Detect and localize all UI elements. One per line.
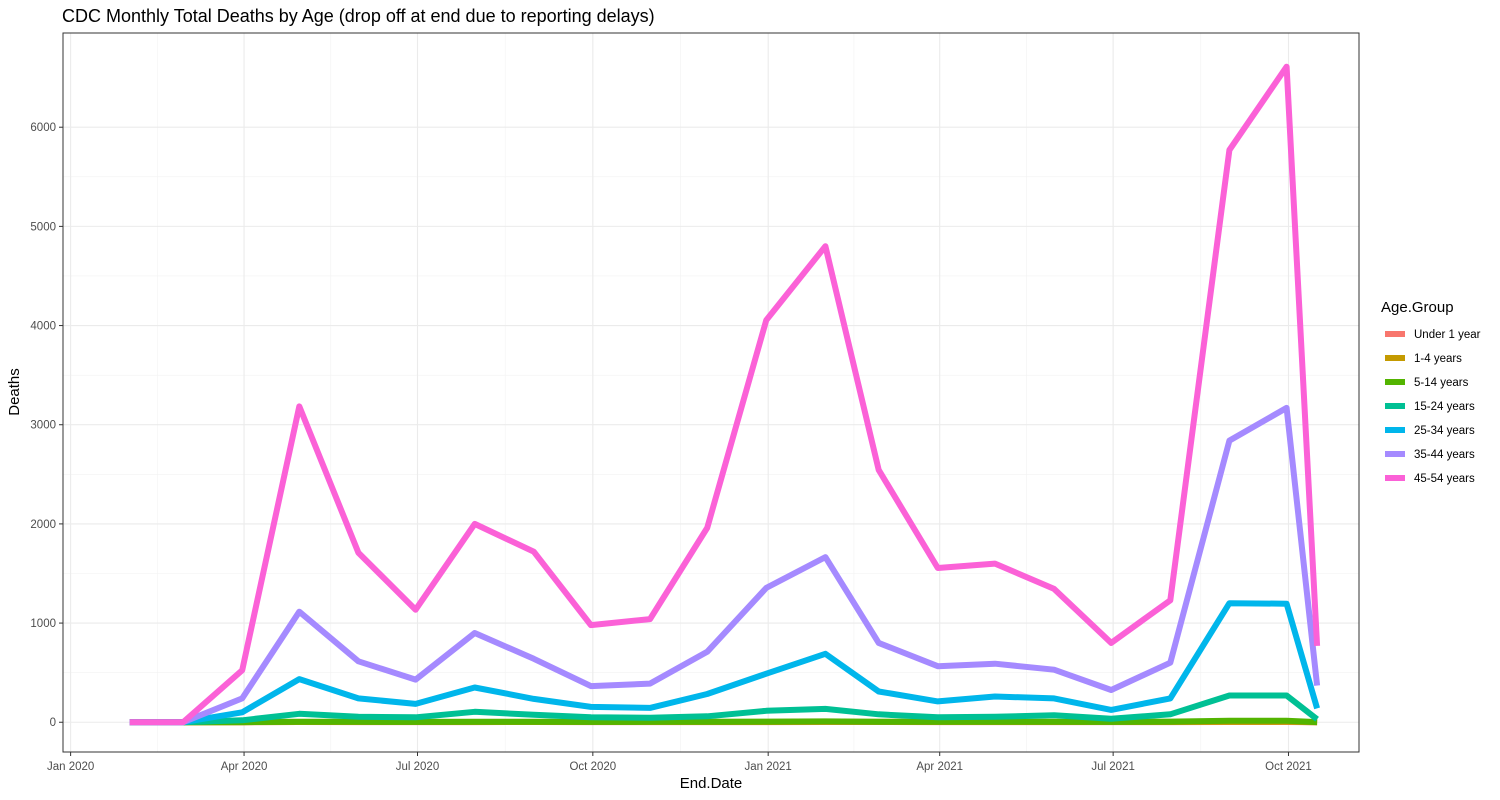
x-tick-label: Jul 2020 (396, 761, 439, 773)
plot-panel (62, 32, 1360, 753)
x-axis: Jan 2020 Apr 2020 Jul 2020 Oct 2020 Jan 2021… (47, 752, 1312, 773)
x-tick-label: Jul 2021 (1091, 761, 1134, 773)
y-tick-label: 3000 (30, 420, 56, 432)
legend-label-35-44-years: 35-44 years (1414, 449, 1475, 461)
grid (63, 33, 1359, 752)
legend-label-25-34-years: 25-34 years (1414, 425, 1475, 437)
legend-items: Under 1 year 1-4 years 5-14 years 15-24 yea… (1385, 329, 1481, 485)
x-axis-title: End.Date (680, 775, 743, 792)
series-line-25-34-years (129, 600, 1320, 726)
y-tick-label: 2000 (30, 519, 56, 531)
series-line-45-54-years (129, 63, 1321, 726)
y-tick-label: 5000 (30, 221, 56, 233)
x-tick-label: Apr 2021 (916, 761, 963, 773)
series-lines (129, 63, 1321, 726)
legend-label-under-1-year: Under 1 year (1414, 329, 1481, 341)
y-tick-label: 1000 (30, 618, 56, 630)
legend-label-45-54-years: 45-54 years (1414, 473, 1475, 485)
x-tick-label: Jan 2021 (745, 761, 792, 773)
chart-title: CDC Monthly Total Deaths by Age (drop of… (62, 6, 655, 26)
x-tick-label: Jan 2020 (47, 761, 94, 773)
legend-label-1-4-years: 1-4 years (1414, 353, 1462, 365)
y-axis: 0 1000 2000 3000 4000 5000 6000 (30, 122, 63, 729)
series-line-5-14-years (129, 717, 1318, 726)
y-tick-label: 6000 (30, 122, 56, 134)
legend-title: Age.Group (1381, 299, 1454, 316)
y-tick-label: 4000 (30, 321, 56, 333)
y-axis-title: Deaths (6, 368, 23, 416)
x-tick-label: Oct 2021 (1265, 761, 1312, 773)
x-tick-label: Oct 2020 (569, 761, 616, 773)
x-tick-label: Apr 2020 (221, 761, 268, 773)
panel-border (62, 32, 1360, 753)
legend-label-5-14-years: 5-14 years (1414, 377, 1469, 389)
series-line-35-44-years (129, 404, 1321, 726)
y-tick-label: 0 (50, 717, 56, 729)
series-line-15-24-years (129, 692, 1319, 726)
legend: Age.Group Under 1 year 1-4 years 5-14 year… (1381, 299, 1481, 485)
legend-label-15-24-years: 15-24 years (1414, 401, 1475, 413)
panel-background (63, 33, 1359, 752)
